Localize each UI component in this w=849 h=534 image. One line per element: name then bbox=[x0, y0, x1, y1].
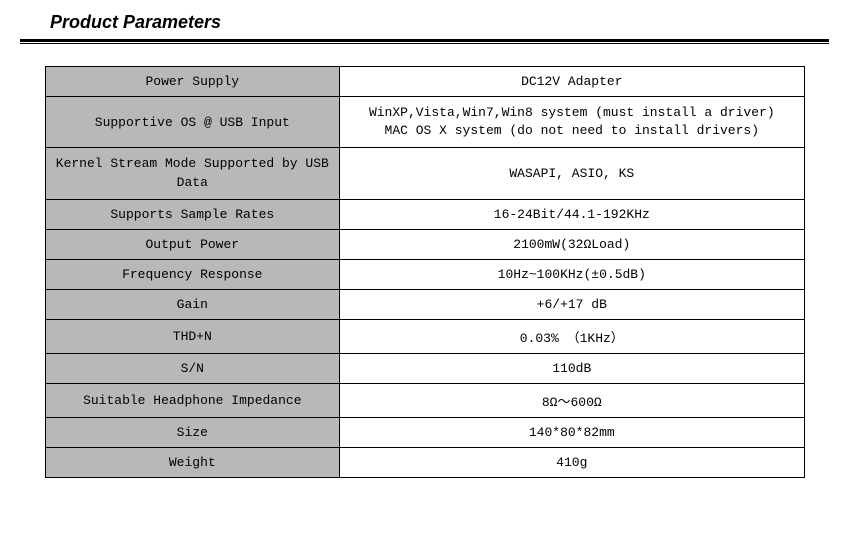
table-row: Size140*80*82mm bbox=[45, 417, 804, 447]
table-row: Kernel Stream Mode Supported by USBDataW… bbox=[45, 148, 804, 199]
param-value: 0.03% （1KHz） bbox=[340, 319, 804, 353]
table-row: Supports Sample Rates16-24Bit/44.1-192KH… bbox=[45, 199, 804, 229]
table-row: Output Power2100mW(32ΩLoad) bbox=[45, 229, 804, 259]
param-label: Frequency Response bbox=[45, 259, 340, 289]
table-row: Power SupplyDC12V Adapter bbox=[45, 67, 804, 97]
param-label: Power Supply bbox=[45, 67, 340, 97]
param-label: S/N bbox=[45, 353, 340, 383]
param-label: Gain bbox=[45, 289, 340, 319]
param-value: +6/+17 dB bbox=[340, 289, 804, 319]
param-value: 10Hz~100KHz(±0.5dB) bbox=[340, 259, 804, 289]
param-label: Supportive OS @ USB Input bbox=[45, 97, 340, 148]
param-label: Size bbox=[45, 417, 340, 447]
table-row: Frequency Response10Hz~100KHz(±0.5dB) bbox=[45, 259, 804, 289]
param-value: 140*80*82mm bbox=[340, 417, 804, 447]
param-label: Weight bbox=[45, 447, 340, 477]
table-row: Supportive OS @ USB InputWinXP,Vista,Win… bbox=[45, 97, 804, 148]
param-label: THD+N bbox=[45, 319, 340, 353]
param-label: Output Power bbox=[45, 229, 340, 259]
param-value: 8Ω～600Ω bbox=[340, 383, 804, 417]
param-value: WASAPI, ASIO, KS bbox=[340, 148, 804, 199]
param-label: Kernel Stream Mode Supported by USBData bbox=[45, 148, 340, 199]
section-title: Product Parameters bbox=[20, 10, 829, 42]
table-row: Weight410g bbox=[45, 447, 804, 477]
param-value: WinXP,Vista,Win7,Win8 system (must insta… bbox=[340, 97, 804, 148]
table-row: Suitable Headphone Impedance8Ω～600Ω bbox=[45, 383, 804, 417]
table-row: S/N110dB bbox=[45, 353, 804, 383]
table-row: Gain+6/+17 dB bbox=[45, 289, 804, 319]
parameters-table: Power SupplyDC12V AdapterSupportive OS @… bbox=[45, 66, 805, 478]
table-row: THD+N0.03% （1KHz） bbox=[45, 319, 804, 353]
param-value: 410g bbox=[340, 447, 804, 477]
param-label: Supports Sample Rates bbox=[45, 199, 340, 229]
param-value: 2100mW(32ΩLoad) bbox=[340, 229, 804, 259]
param-value: 16-24Bit/44.1-192KHz bbox=[340, 199, 804, 229]
param-value: DC12V Adapter bbox=[340, 67, 804, 97]
param-value: 110dB bbox=[340, 353, 804, 383]
param-label: Suitable Headphone Impedance bbox=[45, 383, 340, 417]
